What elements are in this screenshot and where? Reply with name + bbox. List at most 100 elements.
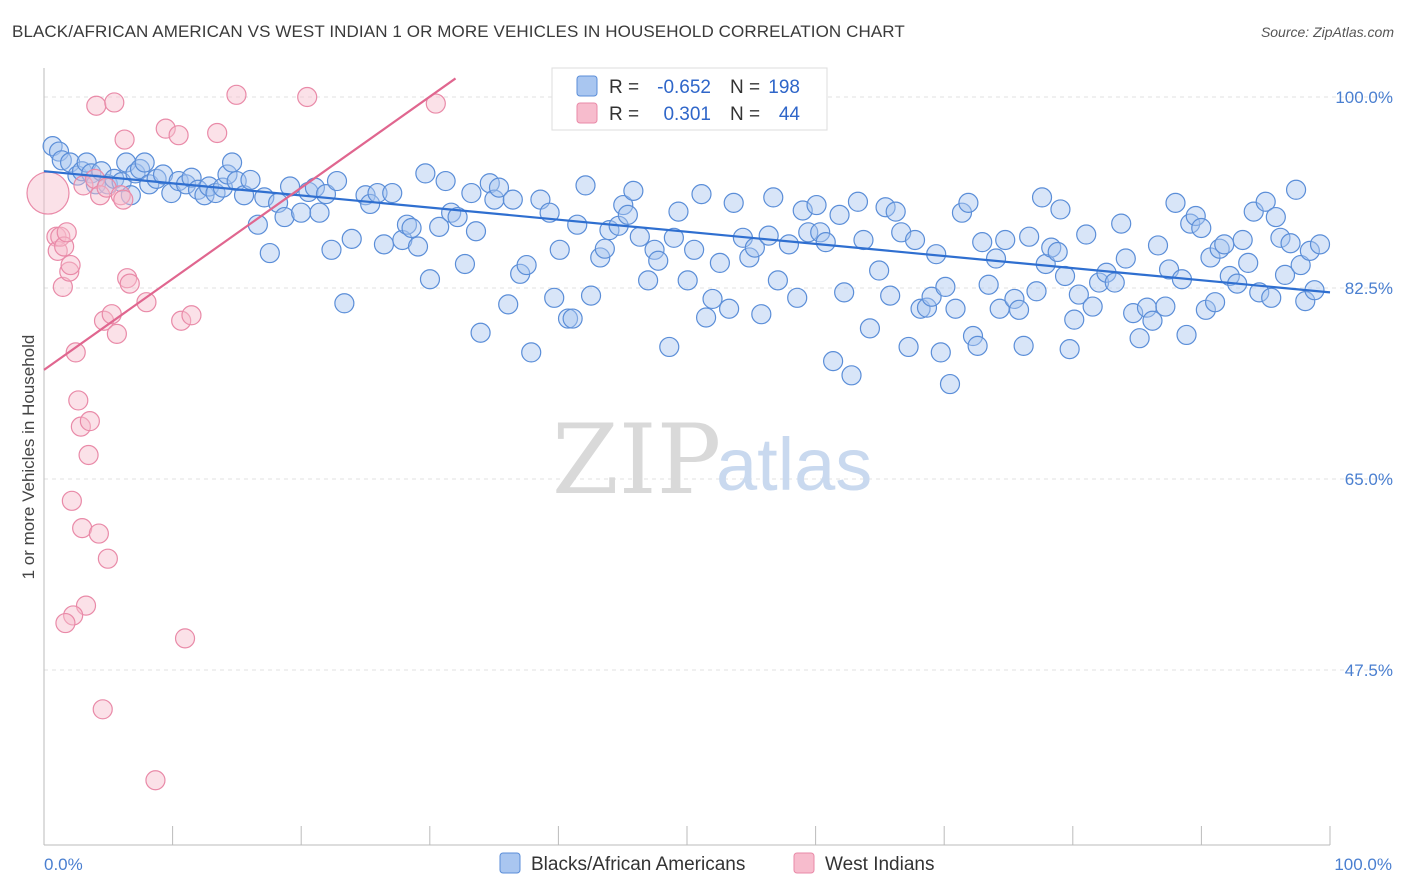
point-blacks-204 [1285,179,1307,200]
point-blacks-131 [880,285,901,306]
point-blacks-194 [1232,229,1253,251]
point-blacks-91 [617,204,638,225]
y-tick-label-2: 65.0% [1345,470,1393,489]
point-west-indians-7 [59,261,80,282]
point-blacks-106 [718,298,740,319]
point-blacks-121 [815,232,836,253]
point-blacks-130 [875,197,896,218]
legend-box: R = -0.652 N = 198 R = 0.301 N = 44 [551,67,828,131]
point-blacks-172 [1111,213,1132,234]
point-blacks-76 [521,342,542,363]
point-blacks-171 [1104,272,1125,293]
point-blacks-141 [935,276,956,298]
point-blacks-57 [401,217,422,239]
point-blacks-119 [806,194,827,216]
point-blacks-69 [479,173,500,194]
chart-source: Source: ZipAtlas.com [1260,24,1394,40]
point-west-indians-22 [106,323,127,344]
point-west-indians-4 [52,276,73,298]
point-west-indians-35 [297,86,318,108]
point-blacks-126 [847,191,869,212]
point-blacks-98 [663,227,684,248]
point-blacks-6 [76,152,97,173]
point-blacks-199 [1261,287,1282,308]
point-blacks-175 [1129,328,1150,349]
point-west-indians-32 [181,305,202,326]
legend-frame [551,67,828,131]
legend-r-label-pink: R = [609,104,639,125]
point-blacks-205 [1290,254,1311,276]
point-blacks-62 [435,170,456,192]
point-blacks-181 [1165,192,1186,213]
point-blacks-145 [958,192,979,213]
point-blacks-154 [1008,299,1030,320]
point-blacks-198 [1255,191,1276,212]
legend-n-value-blue: 198 [768,77,800,98]
point-west-indians-39 [88,523,109,544]
point-blacks-122 [823,351,844,372]
point-blacks-123 [829,204,850,225]
point-blacks-34 [240,169,261,191]
watermark-zip: ZIP [552,404,721,516]
point-blacks-118 [798,222,819,243]
point-west-indians-43 [55,612,76,634]
point-west-indians-28 [136,292,157,313]
point-blacks-137 [916,297,938,318]
watermark-atlas: atlas [716,423,872,506]
point-blacks-103 [695,307,717,328]
point-blacks-209 [1309,234,1331,255]
point-blacks-107 [723,192,744,213]
point-blacks-120 [810,222,831,243]
legend-r-value-pink: 0.301 [663,104,711,125]
point-blacks-111 [751,304,772,325]
point-blacks-164 [1059,339,1080,360]
bottom-legend-swatch-blue [499,852,521,874]
point-blacks-54 [382,182,403,204]
point-blacks-185 [1185,205,1206,227]
point-blacks-41 [291,202,312,223]
point-blacks-102 [691,184,712,205]
point-blacks-87 [594,238,615,259]
point-blacks-166 [1068,284,1089,305]
point-blacks-67 [465,221,487,242]
point-blacks-200 [1265,206,1286,228]
point-blacks-178 [1147,235,1169,256]
point-west-indians-6 [56,222,77,243]
point-blacks-156 [1019,226,1040,247]
point-blacks-186 [1191,217,1212,239]
point-blacks-51 [360,193,381,215]
point-blacks-147 [967,335,988,356]
point-blacks-85 [580,285,602,306]
point-blacks-201 [1270,227,1291,248]
legend-n-label-blue: N = [730,77,760,98]
point-blacks-177 [1142,310,1163,331]
x-tick-label-max: 100.0% [1334,855,1392,874]
point-blacks-68 [470,322,491,343]
point-blacks-116 [787,287,808,308]
point-blacks-72 [498,294,519,315]
point-west-indians-27 [119,273,140,294]
series-blacks-points [42,136,1331,395]
point-blacks-105 [709,252,730,273]
point-blacks-104 [702,288,723,310]
point-blacks-189 [1204,292,1226,313]
point-blacks-58 [407,236,429,257]
point-blacks-95 [644,239,665,260]
point-blacks-183 [1176,324,1197,346]
point-west-indians-46 [145,770,166,791]
point-blacks-191 [1214,234,1235,255]
point-blacks-66 [461,182,482,204]
series-west-indians-points [26,84,446,791]
point-west-indians-21 [104,92,125,113]
point-blacks-80 [549,239,570,260]
point-west-indians-25 [114,129,135,150]
point-blacks-39 [274,206,295,228]
point-blacks-144 [951,202,973,223]
point-blacks-60 [419,269,441,290]
point-west-indians-14 [79,411,100,432]
point-blacks-146 [962,325,984,347]
point-blacks-196 [1243,201,1264,222]
point-blacks-195 [1238,252,1259,273]
legend-n-label-pink: N = [730,104,760,125]
point-blacks-149 [978,274,999,295]
